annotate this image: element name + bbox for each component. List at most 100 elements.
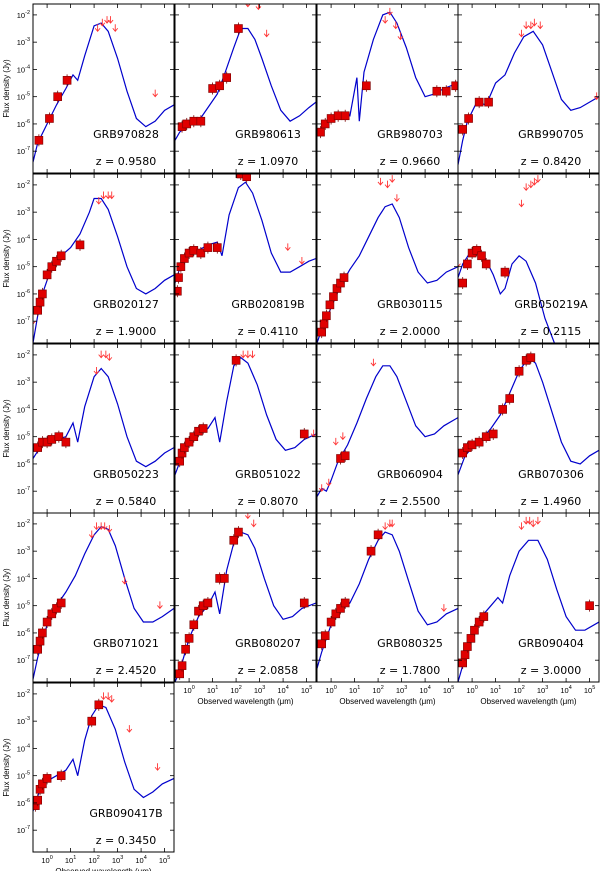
data-point (62, 76, 72, 85)
upper-limit-arrow (523, 183, 529, 192)
data-point (180, 254, 189, 263)
upper-limit-arrow (105, 191, 112, 200)
panel-plot-area (33, 16, 174, 163)
panel-frame (32, 173, 175, 344)
sed-panel: GRB070306 z = 1.4960 (457, 343, 600, 514)
upper-limit-arrow (93, 522, 100, 531)
x-tick-label: 103 (112, 855, 123, 865)
sed-panel: 10-7 10-6 10-5 10-4 10-3 10-2 100 101 102 103 104 1… (2, 682, 175, 871)
panel-frame (316, 343, 459, 514)
data-point (94, 700, 104, 710)
y-tick-label: 10-6 (17, 628, 30, 638)
data-point (325, 300, 335, 310)
data-point (222, 73, 231, 82)
panel-grb-name: GRB071021 (93, 637, 159, 650)
x-tick-label: 105 (584, 685, 595, 695)
data-point (184, 437, 194, 447)
upper-limit-arrow (387, 519, 393, 528)
panel-plot-area (175, 350, 316, 476)
y-tick-label: 10-3 (17, 37, 30, 47)
panel-frame (457, 512, 600, 683)
data-point (336, 604, 345, 613)
panel-frame (174, 512, 317, 683)
data-point (175, 669, 184, 679)
y-tick-label: 10-2 (17, 180, 30, 190)
data-point (526, 353, 536, 362)
upper-limit-arrow (250, 519, 257, 528)
panel-redshift: z = 1.4960 (521, 495, 581, 508)
data-point (184, 634, 194, 643)
upper-limit-arrow (245, 350, 251, 359)
panel-plot-area (33, 350, 174, 468)
x-tick-label: 105 (301, 685, 312, 695)
data-point (317, 639, 327, 649)
panel-frame (174, 173, 317, 344)
sed-panel: GRB020819B z = 0.4110 (174, 173, 317, 344)
y-axis-title: Flux density (Jy) (2, 229, 11, 288)
sed-panel: 100 101 102 103 104 105 GRB090404 z = 3.0000 Obs… (457, 512, 600, 706)
x-tick-label: 104 (277, 685, 288, 695)
data-point (472, 246, 482, 255)
y-tick-label: 10-5 (17, 432, 30, 442)
x-tick-label: 101 (65, 855, 76, 865)
data-point (458, 125, 468, 134)
panel-frame (457, 343, 600, 514)
panel-grb-name: GRB051022 (235, 468, 301, 481)
model-sed-curve (458, 30, 599, 165)
upper-limit-arrow (387, 7, 393, 16)
upper-limit-arrow (249, 350, 256, 359)
panel-grb-name: GRB080325 (377, 637, 443, 650)
upper-limit-arrow (518, 199, 525, 208)
y-tick-label: 10-4 (17, 234, 30, 244)
panel-grb-name: GRB980703 (377, 128, 443, 141)
data-point (441, 86, 451, 96)
y-tick-label: 10-3 (17, 716, 30, 726)
panel-redshift: z = 2.5500 (380, 495, 440, 508)
y-tick-label: 10-5 (17, 262, 30, 272)
upper-limit-arrow (88, 530, 95, 539)
upper-limit-arrow (523, 21, 529, 30)
upper-limit-arrow (255, 4, 262, 11)
sed-panel: GRB030115 z = 2.0000 (316, 173, 459, 344)
data-point (488, 429, 498, 439)
upper-limit-arrow (535, 175, 541, 183)
panel-redshift: z = 0.8070 (238, 495, 298, 508)
data-point (242, 174, 251, 182)
sed-panel: GRB980703 z = 0.9660 (316, 3, 459, 174)
x-tick-label: 103 (537, 685, 548, 695)
panel-redshift: z = 0.8420 (521, 155, 581, 168)
y-axis-title: Flux density (Jy) (2, 568, 11, 627)
x-tick-label: 101 (490, 685, 501, 695)
data-point (47, 609, 57, 619)
model-sed-curve (33, 704, 174, 812)
panel-frame (32, 682, 175, 853)
data-point (234, 24, 243, 33)
upper-limit-arrow (121, 576, 128, 585)
upper-limit-arrow (104, 16, 110, 24)
data-point (196, 116, 206, 126)
panel-frame (457, 173, 600, 344)
y-tick-label: 10-4 (17, 404, 30, 414)
data-point (33, 644, 43, 654)
model-sed-curve (458, 539, 599, 682)
data-point (35, 297, 45, 307)
data-point (464, 114, 473, 123)
data-point (229, 535, 239, 545)
data-point (213, 243, 222, 252)
sed-panel: GRB990705 z = 0.8420 (457, 3, 600, 174)
x-axis-title: Observed wavelength (μm) (197, 697, 294, 706)
y-axis-title: Flux density (Jy) (2, 59, 11, 118)
data-point (500, 267, 510, 277)
upper-limit-arrow (535, 516, 541, 525)
data-point (458, 278, 468, 288)
y-tick-label: 10-2 (17, 10, 30, 20)
panel-redshift: z = 2.0858 (238, 664, 298, 677)
data-point (474, 97, 484, 107)
panel-grb-name: GRB030115 (377, 298, 443, 311)
x-tick-label: 104 (419, 685, 430, 695)
panel-plot-area (175, 4, 316, 141)
data-point (180, 443, 189, 452)
model-sed-curve (175, 356, 316, 476)
panel-grb-name: GRB060904 (377, 468, 443, 481)
model-sed-curve (317, 365, 458, 497)
